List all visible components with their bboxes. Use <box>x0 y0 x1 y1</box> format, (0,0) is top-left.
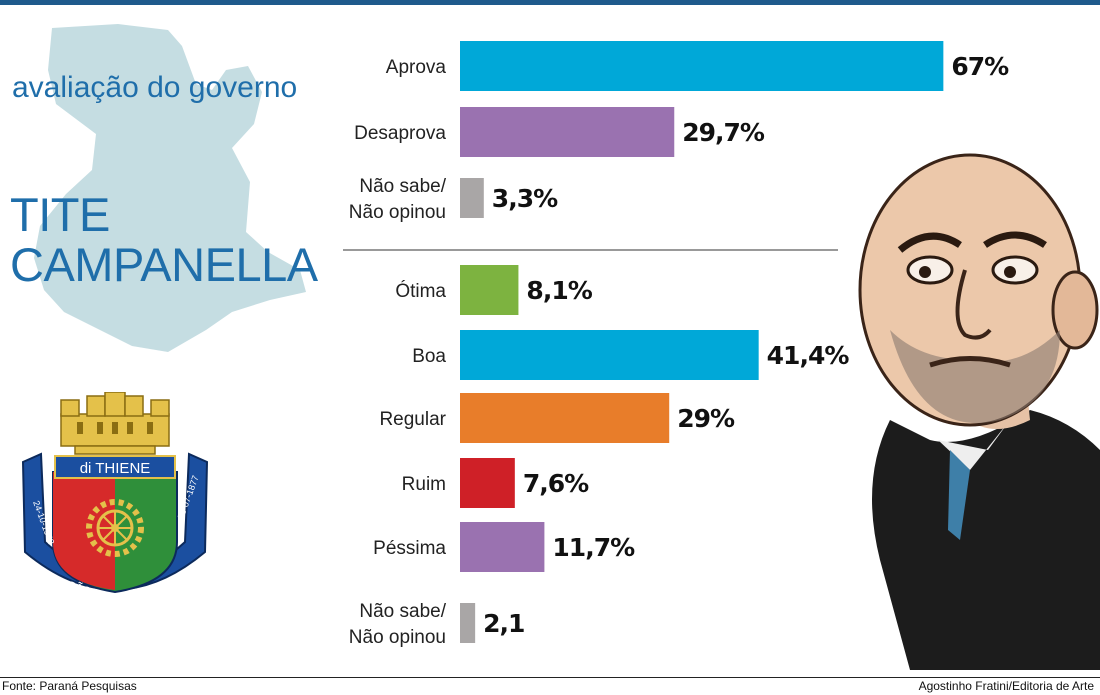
crest-banner-text: di THIENE <box>80 460 151 477</box>
bar-aprova-0 <box>460 41 944 91</box>
category-label: Ruim <box>402 474 446 495</box>
category-label: Regular <box>379 409 446 430</box>
category-label: Não sabe/Não opinou <box>349 601 447 648</box>
value-label: 8,1% <box>526 276 592 305</box>
bar-regular-1 <box>460 393 670 443</box>
value-label: 11,7% <box>552 533 635 562</box>
value-label: 2,1 <box>483 609 524 638</box>
title-line-1: TITE <box>10 188 110 241</box>
city-crest: di THIENE 24-10-1948 28-07-1877 SÃO CAET… <box>21 392 209 602</box>
category-label: Ótima <box>395 280 446 302</box>
source-note: Fonte: Paraná Pesquisas <box>2 679 137 693</box>
value-label: 7,6% <box>523 469 589 498</box>
value-label: 3,3% <box>492 184 558 213</box>
category-label: Desaprova <box>354 123 446 144</box>
bottom-rule <box>0 677 1100 678</box>
bar-otima-1 <box>460 265 519 315</box>
bar-nao-sabe-nao-opinou-1 <box>460 603 476 643</box>
credit-note: Agostinho Fratini/Editoria de Arte <box>918 679 1094 693</box>
category-label: Não sabe/Não opinou <box>349 176 447 223</box>
category-label: Péssima <box>373 538 446 559</box>
bar-ruim-1 <box>460 458 515 508</box>
top-rule <box>0 0 1100 5</box>
city-map-silhouette <box>34 24 306 352</box>
crest-gear <box>86 499 144 557</box>
chart-title: TITE CAMPANELLA <box>10 190 330 290</box>
value-label: 29,7% <box>682 118 765 147</box>
value-label: 41,4% <box>767 341 850 370</box>
city-map-shape <box>34 24 306 352</box>
bar-boa-1 <box>460 330 759 380</box>
category-label: Aprova <box>386 57 447 78</box>
value-label: 67% <box>951 52 1009 81</box>
bar-desaprova-0 <box>460 107 675 157</box>
chart-subtitle: avaliação do governo <box>12 71 298 104</box>
caricature-illustration <box>858 153 1100 670</box>
bar-nao-sabe-nao-opinou-0 <box>460 178 484 218</box>
chart-bars: Aprova 67% Desaprova 29,7% Não sabe/Não opin… <box>349 41 1010 648</box>
title-line-2: CAMPANELLA <box>10 238 318 291</box>
bar-pessima-1 <box>460 522 545 572</box>
value-label: 29% <box>677 404 735 433</box>
category-label: Boa <box>412 346 446 367</box>
